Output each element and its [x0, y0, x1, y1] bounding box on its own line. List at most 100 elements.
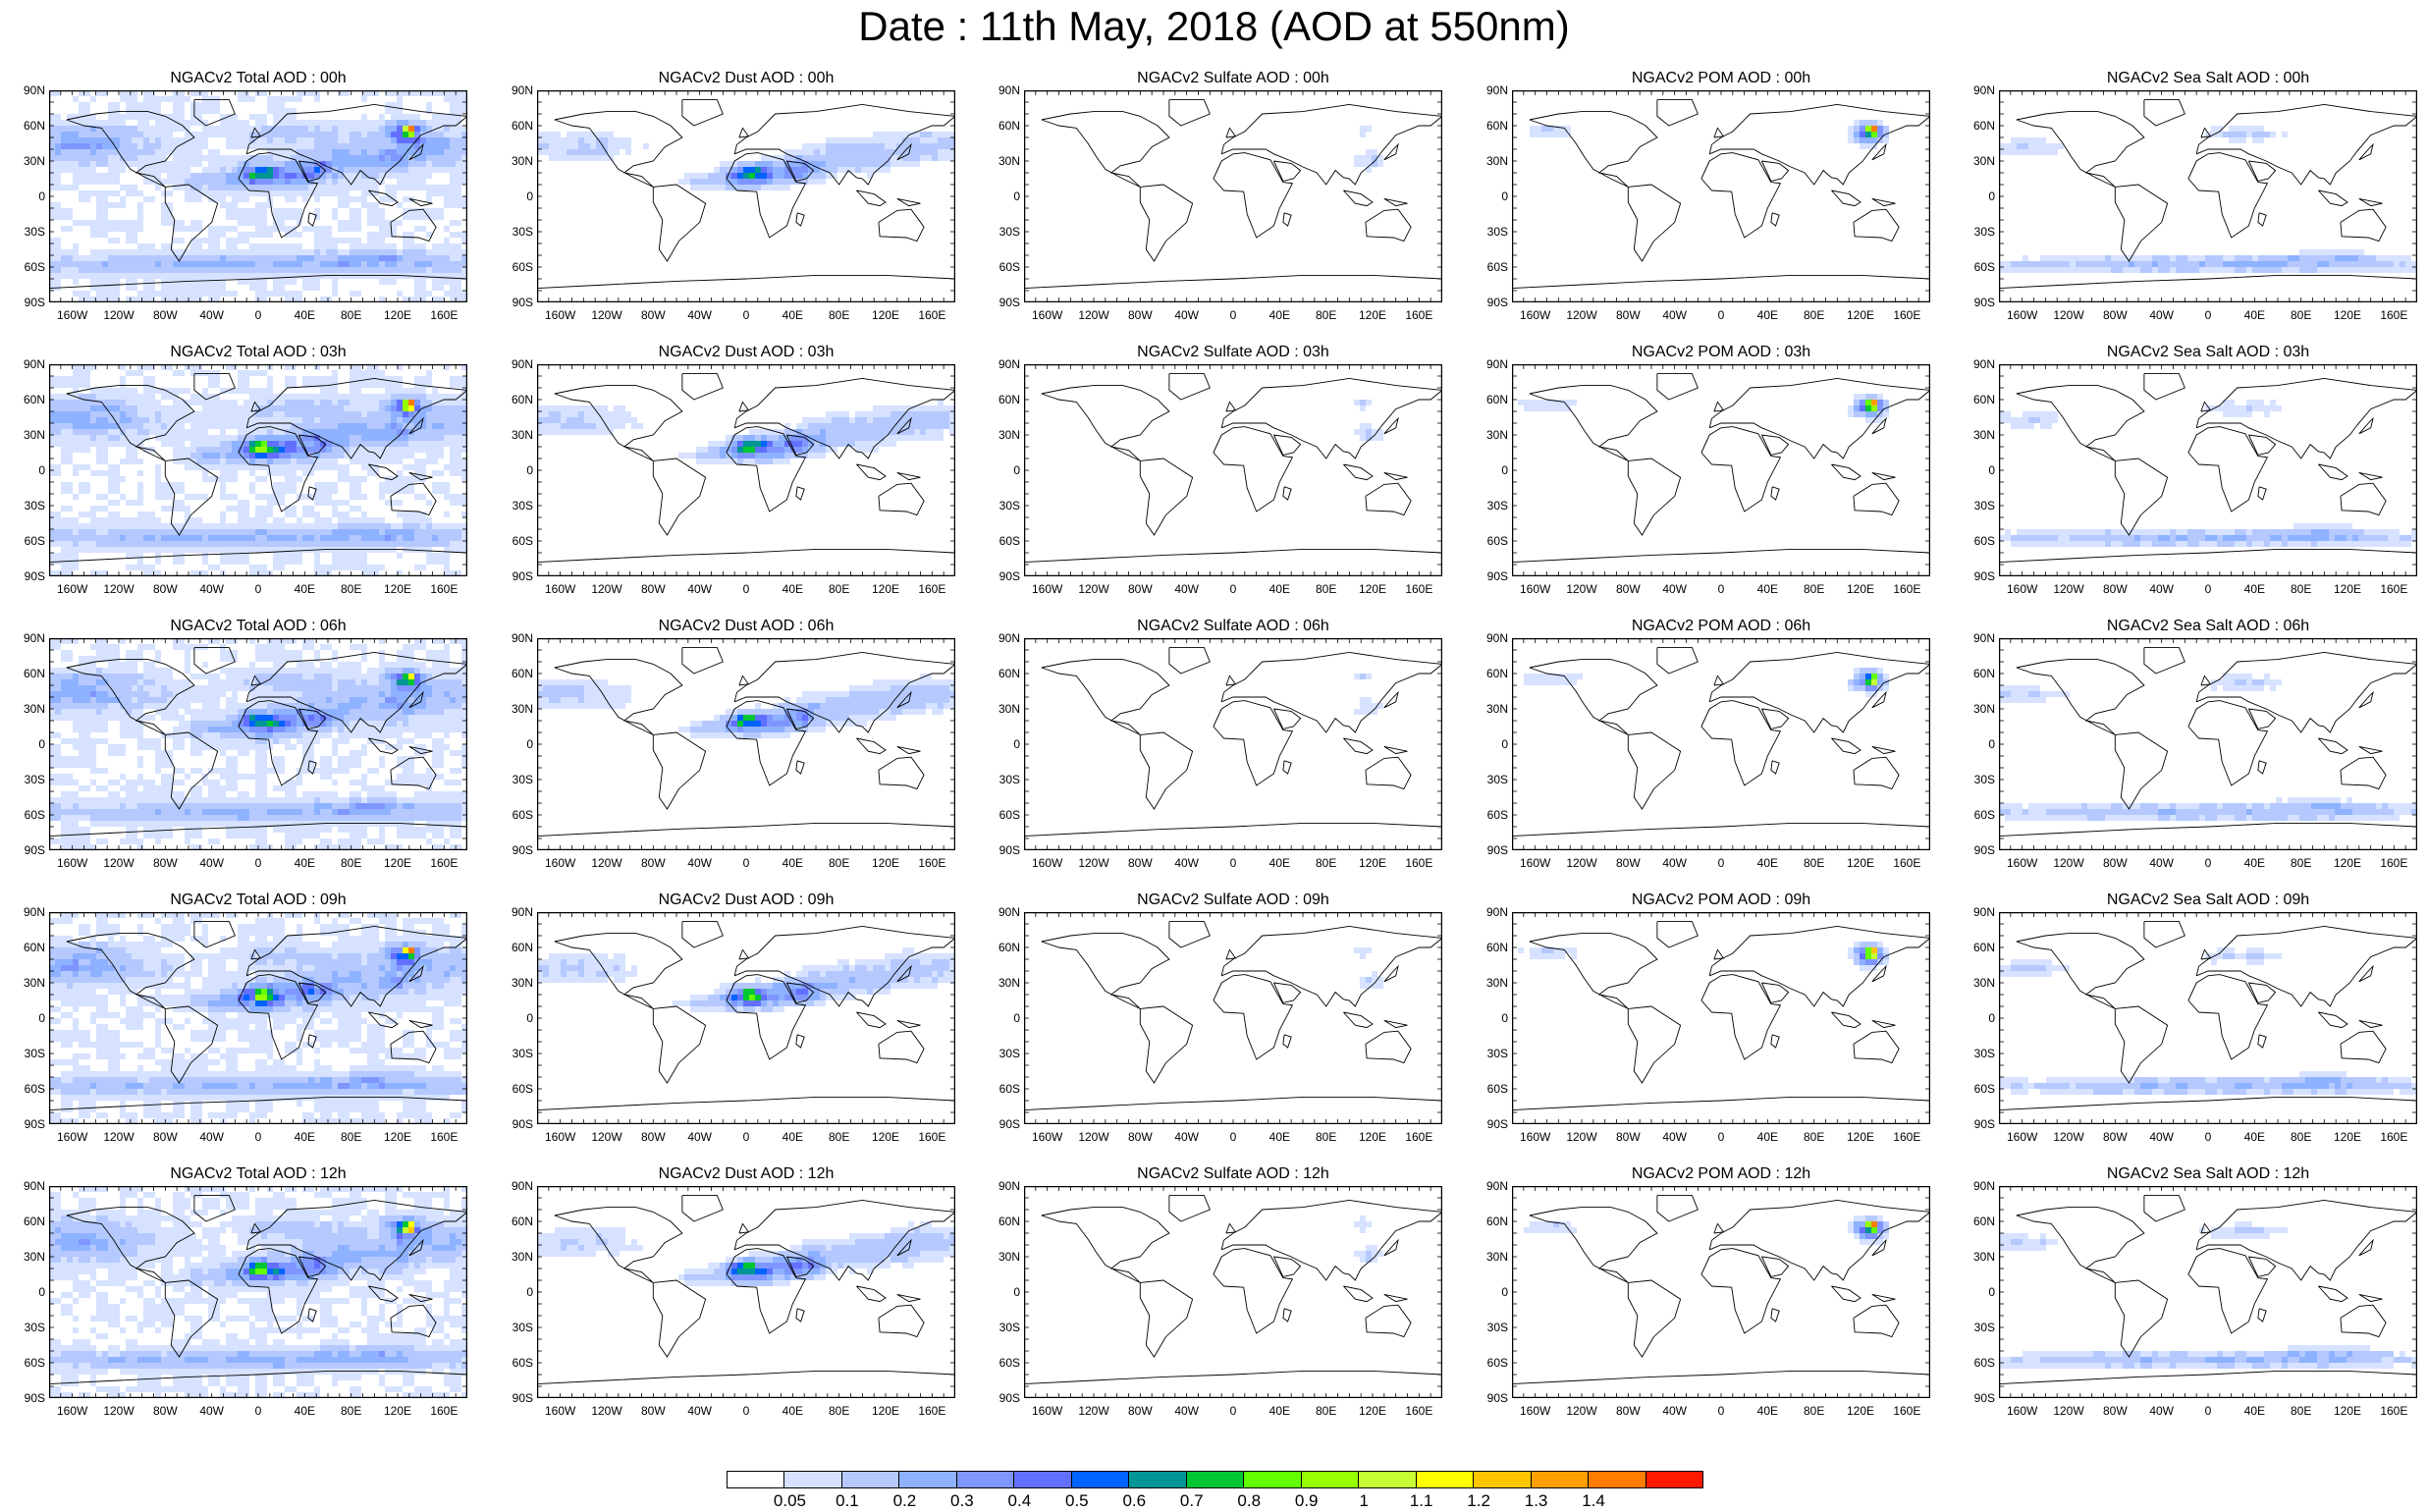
coastline — [2016, 933, 2145, 1009]
coastline — [408, 142, 424, 161]
lon-tick-label: 160E — [1893, 856, 1921, 870]
lat-tick-label: 90S — [1486, 1391, 1508, 1405]
coastline — [2358, 690, 2374, 709]
coastline — [1383, 690, 1399, 709]
coastline — [878, 1304, 925, 1338]
lon-tick-label: 40W — [2149, 308, 2174, 322]
lat-tick-label: 90S — [1973, 843, 1995, 857]
lat-tick-label: 0 — [38, 1285, 45, 1299]
lon-tick-label: 0 — [742, 308, 750, 322]
colorbar-label: 0.9 — [1294, 1491, 1319, 1510]
lon-tick-label: 120W — [591, 1404, 622, 1418]
coastline — [896, 1238, 912, 1257]
coastline — [164, 458, 219, 536]
lon-tick-label: 80E — [340, 582, 362, 596]
coastline — [1213, 426, 1294, 513]
coastline — [738, 401, 750, 412]
coastline — [554, 933, 683, 1009]
coastline — [2340, 756, 2387, 790]
lon-tick-label: 40E — [2243, 1404, 2265, 1418]
coastline — [1700, 1248, 1782, 1334]
lon-tick-label: 40W — [687, 1130, 712, 1144]
coastline — [66, 111, 195, 188]
aod-map — [1512, 1186, 1930, 1398]
lat-tick-label: 90N — [1972, 631, 1995, 645]
colorbar-swatch — [1013, 1471, 1072, 1488]
map-panel-sulfate: NGACv2 Sulfate AOD : 12h 90N 60N 30N 0 30S 60S… — [985, 1164, 1456, 1430]
lat-tick-label: 30S — [998, 773, 1020, 786]
coastline — [726, 152, 807, 239]
lon-tick-label: 120W — [2053, 308, 2084, 322]
lon-tick-label: 160E — [430, 1404, 459, 1418]
lon-tick-label: 120W — [1078, 856, 1109, 870]
aod-map — [1024, 90, 1442, 302]
coastline — [1024, 274, 1442, 290]
aod-map — [49, 912, 467, 1124]
coastline — [1871, 690, 1887, 709]
lon-tick-label: 40W — [1174, 1130, 1199, 1144]
coastline — [408, 197, 433, 207]
panel-title: NGACv2 Sea Salt AOD : 09h — [2106, 891, 2310, 908]
map-panel-total: NGACv2 Total AOD : 09h 90N 60N 30N 0 30S 60S 90… — [10, 891, 481, 1156]
coastline — [49, 822, 467, 837]
lat-tick-label: 30S — [24, 225, 45, 239]
coastline — [795, 1308, 805, 1323]
lon-tick-label: 120W — [591, 1130, 622, 1144]
lon-tick-label: 160E — [430, 582, 459, 596]
colorbar-swatch — [727, 1471, 785, 1488]
lon-tick-label: 120W — [2053, 856, 2084, 870]
coastline — [896, 197, 921, 207]
lat-tick-label: 30N — [1485, 702, 1508, 716]
lat-tick-label: 90N — [1972, 357, 1995, 371]
colorbar-swatch — [1358, 1471, 1417, 1488]
map-panel-seasalt: NGACv2 Sea Salt AOD : 03h 90N 60N 30N 0 30S 60… — [1960, 343, 2428, 608]
coastline — [1282, 760, 1292, 775]
lat-tick-label: 30S — [512, 1047, 533, 1060]
lon-tick-label: 40W — [687, 856, 712, 870]
lon-tick-label: 160W — [544, 1404, 576, 1418]
lon-tick-label: 80W — [2102, 308, 2128, 322]
aod-map — [1024, 912, 1442, 1124]
coastline — [1383, 1019, 1408, 1029]
lon-tick-label: 0 — [2204, 1404, 2212, 1418]
lon-tick-label: 120W — [591, 856, 622, 870]
coastline — [390, 208, 437, 243]
coastline — [2187, 1248, 2269, 1334]
lon-tick-label: 160E — [1405, 1130, 1433, 1144]
lon-tick-label: 160W — [56, 308, 88, 322]
lon-tick-label: 80W — [1615, 308, 1641, 322]
lon-tick-label: 120E — [2333, 1130, 2362, 1144]
lat-tick-label: 90S — [512, 569, 533, 583]
map-panel-total: NGACv2 Total AOD : 00h 90N 60N 30N 0 30S 60S 90… — [10, 69, 481, 334]
coastline — [2200, 948, 2212, 960]
coastline — [368, 1011, 399, 1029]
lon-tick-label: 80W — [2102, 856, 2128, 870]
coastline — [408, 745, 433, 755]
coastline — [1365, 1030, 1412, 1064]
lat-tick-label: 90S — [1486, 843, 1508, 857]
lon-tick-label: 160E — [430, 856, 459, 870]
map-panel-total: NGACv2 Total AOD : 03h 90N 60N 30N 0 30S 60S 90… — [10, 343, 481, 608]
lat-tick-label: 90S — [1973, 569, 1995, 583]
lat-tick-label: 90S — [1486, 569, 1508, 583]
coastline — [1139, 458, 1194, 536]
coastline — [1713, 1222, 1725, 1234]
colorbar-swatch — [1243, 1471, 1302, 1488]
lon-tick-label: 120E — [1846, 1404, 1875, 1418]
lat-tick-label: 60S — [1973, 1356, 1995, 1370]
lat-tick-label: 90N — [511, 1179, 533, 1193]
coastline — [1853, 482, 1900, 516]
lon-tick-label: 80W — [1127, 856, 1153, 870]
coastline — [2247, 1256, 2277, 1277]
coastline — [1831, 1285, 1861, 1303]
map-panel-total: NGACv2 Total AOD : 12h 90N 60N 30N 0 30S 60S 90… — [10, 1164, 481, 1430]
coastline — [1225, 401, 1237, 412]
panel-title: NGACv2 Dust AOD : 09h — [658, 891, 835, 908]
coastline — [1708, 377, 1930, 459]
lon-tick-label: 120W — [1566, 308, 1597, 322]
lat-tick-label: 30N — [1972, 976, 1995, 990]
aod-map — [1024, 1186, 1442, 1398]
lon-tick-label: 80W — [152, 856, 178, 870]
lon-tick-label: 160E — [1893, 308, 1921, 322]
lon-tick-label: 40W — [199, 582, 224, 596]
